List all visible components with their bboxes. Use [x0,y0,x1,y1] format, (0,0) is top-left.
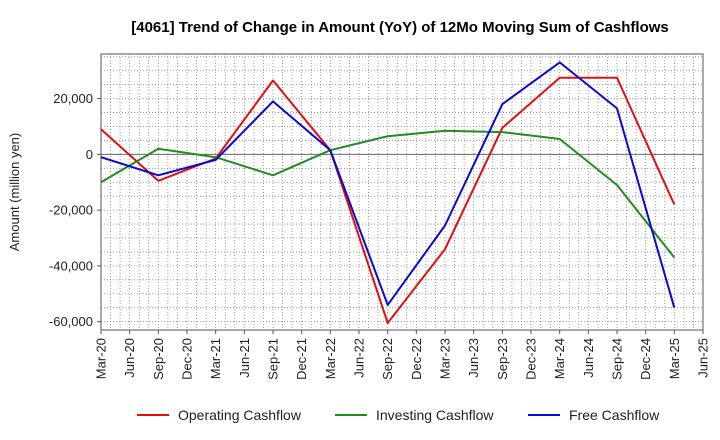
plot-frame [100,53,704,331]
legend-label-free-cashflow: Free Cashflow [569,407,660,423]
x-tick-label: Dec-21 [294,338,309,380]
y-tick-label: 20,000 [53,91,93,106]
grid [101,54,703,330]
x-tick-label: Sep-24 [610,338,625,380]
x-tick-label: Dec-23 [524,338,539,380]
x-tick-label: Sep-20 [151,338,166,380]
x-tick-label: Mar-22 [323,338,338,379]
legend-label-investing-cashflow: Investing Cashflow [376,407,494,423]
x-tick-label: Jun-24 [581,338,596,378]
x-tick-label: Dec-22 [409,338,424,380]
y-tick-label: 0 [86,147,93,162]
x-tick-label: Jun-20 [122,338,137,378]
x-tick-label: Mar-20 [94,338,109,379]
legend-label-operating-cashflow: Operating Cashflow [178,407,302,423]
legend: Operating Cashflow Investing Cashflow Free… [137,407,660,423]
x-tick-label: Jun-22 [352,338,367,378]
x-tick-label: Jun-25 [696,338,711,378]
x-tick-label: Mar-25 [667,338,682,379]
x-tick-label: Mar-24 [552,338,567,379]
x-tick-label: Mar-21 [208,338,223,379]
x-tick-label: Dec-20 [180,338,195,380]
free-cashflow-line [100,61,676,308]
x-tick-label: Sep-21 [266,338,281,380]
y-tick-label: -20,000 [49,203,93,218]
y-tick-label: -60,000 [49,314,93,329]
x-tick-label: Jun-21 [237,338,252,378]
x-tick-label: Sep-22 [380,338,395,380]
x-tick-label: Jun-23 [466,338,481,378]
investing-cashflow-line [100,129,676,259]
x-tick-label: Dec-24 [638,338,653,380]
x-tick-labels: Mar-20 Jun-20 Sep-20 Dec-20 Mar-21 Jun-21 Sep-… [94,330,711,380]
y-tick-label: -40,000 [49,258,93,273]
chart-title: [4061] Trend of Change in Amount (YoY) o… [131,19,669,36]
series-lines [100,61,676,324]
y-axis-label: Amount (million yen) [7,133,22,252]
x-tick-label: Mar-23 [438,338,453,379]
y-tick-labels: 20,000 0 -20,000 -40,000 -60,000 [49,91,101,329]
x-tick-label: Sep-23 [495,338,510,380]
